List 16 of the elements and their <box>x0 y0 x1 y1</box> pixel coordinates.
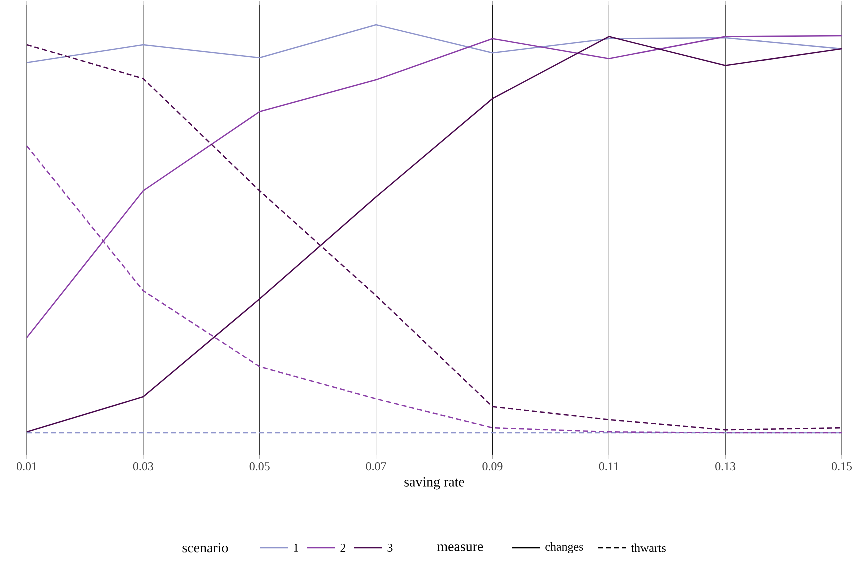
legend-title: scenario <box>182 543 228 553</box>
x-tick-label: 0.13 <box>716 462 736 471</box>
legend-label: 2 <box>340 544 346 552</box>
text: thwarts <box>631 544 666 552</box>
x-tick-label: 0.11 <box>599 462 619 471</box>
text: measure <box>438 544 484 552</box>
text: changes <box>546 542 584 554</box>
legend-label: 1 <box>294 544 298 552</box>
x-tick-label: 0.03 <box>133 462 154 471</box>
x-tick-label: 0.01 <box>17 462 37 471</box>
x-tick-label: 0.15 <box>832 462 852 471</box>
x-axis-title: saving rate <box>404 477 464 490</box>
x-tick-label: 0.09 <box>482 462 503 471</box>
x-tick-label: 0.07 <box>366 462 386 471</box>
legend-label: 3 <box>388 544 393 552</box>
x-tick-label: 0.05 <box>250 462 270 471</box>
